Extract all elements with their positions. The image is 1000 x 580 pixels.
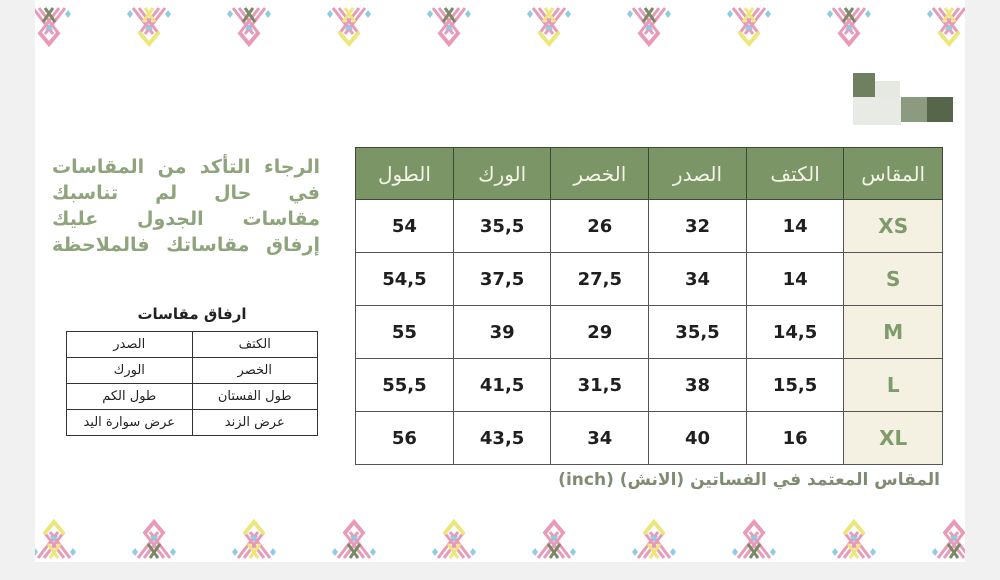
size-label-cell: L bbox=[843, 358, 943, 412]
motif-icon bbox=[232, 518, 276, 559]
table-row: XL 16 40 34 43,5 56 bbox=[355, 411, 943, 465]
measurement-cell: 26 bbox=[550, 199, 650, 253]
bottom-decorative-border bbox=[35, 516, 965, 566]
measurement-cell: 35,5 bbox=[648, 305, 747, 359]
table-row: XS 14 32 26 35,5 54 bbox=[355, 199, 943, 253]
top-decorative-border bbox=[35, 4, 965, 54]
motif-icon bbox=[932, 518, 965, 559]
motif-icon bbox=[35, 7, 71, 48]
attach-measurements-title: ارفاق مقاسات bbox=[137, 305, 247, 323]
motif-icon bbox=[127, 7, 171, 48]
motif-icon bbox=[532, 518, 576, 559]
table-row: الخصر الورك bbox=[66, 357, 318, 384]
motif-icon bbox=[427, 7, 471, 48]
measurement-cell: 14 bbox=[745, 252, 845, 306]
motif-icon bbox=[627, 7, 671, 48]
measurement-cell: 43,5 bbox=[452, 411, 552, 465]
unit-note: المقاس المعتمد في الفساتين (الانش) (inch… bbox=[558, 470, 940, 490]
note-line: مقاسات الجدول عليك bbox=[52, 208, 320, 230]
motif-icon bbox=[927, 7, 965, 48]
measurement-cell: 15,5 bbox=[745, 358, 845, 412]
note-line: إرفاق مقاساتك فالملاحظة bbox=[52, 234, 320, 256]
size-label-cell: M bbox=[843, 305, 943, 359]
motif-icon bbox=[227, 7, 271, 48]
table-cell: الكتف bbox=[191, 331, 318, 358]
measurement-cell: 27,5 bbox=[550, 252, 650, 306]
size-label-cell: S bbox=[843, 252, 943, 306]
header-waist: الخصر bbox=[550, 147, 650, 200]
measurement-cell: 55,5 bbox=[355, 358, 454, 412]
measurement-cell: 56 bbox=[355, 411, 454, 465]
table-cell: طول الفستان bbox=[191, 383, 318, 410]
table-row: L 15,5 38 31,5 41,5 55,5 bbox=[355, 358, 943, 412]
attach-measurements-table: الكتف الصدر الخصر الورك طول الفستان طول الك… bbox=[66, 331, 318, 436]
measurement-cell: 16 bbox=[745, 411, 845, 465]
measurement-cell: 35,5 bbox=[452, 199, 552, 253]
table-cell: طول الكم bbox=[66, 383, 193, 410]
table-cell: عرض سوارة اليد bbox=[66, 409, 193, 436]
measurement-cell: 54,5 bbox=[355, 252, 454, 306]
size-label-cell: XL bbox=[843, 411, 943, 465]
table-cell: الصدر bbox=[66, 331, 193, 358]
motif-icon bbox=[35, 518, 76, 559]
measurement-cell: 34 bbox=[550, 411, 650, 465]
measurement-cell: 55 bbox=[355, 305, 454, 359]
motif-icon bbox=[332, 518, 376, 559]
measurement-cell: 31,5 bbox=[550, 358, 650, 412]
measurement-cell: 40 bbox=[648, 411, 747, 465]
table-row: S 14 34 27,5 37,5 54,5 bbox=[355, 252, 943, 306]
motif-icon bbox=[732, 518, 776, 559]
table-row: M 14,5 35,5 29 39 55 bbox=[355, 305, 943, 359]
header-chest: الصدر bbox=[648, 147, 747, 200]
measurement-cell: 32 bbox=[648, 199, 747, 253]
table-row: الكتف الصدر bbox=[66, 331, 318, 358]
measurement-cell: 34 bbox=[648, 252, 747, 306]
table-header-row: المقاس الكتف الصدر الخصر الورك الطول bbox=[355, 147, 943, 200]
table-cell: الورك bbox=[66, 357, 193, 384]
measurement-cell: 54 bbox=[355, 199, 454, 253]
blurred-logo bbox=[853, 73, 955, 125]
motif-icon bbox=[132, 518, 176, 559]
table-row: طول الفستان طول الكم bbox=[66, 383, 318, 410]
measurement-cell: 14,5 bbox=[745, 305, 845, 359]
header-shoulder: الكتف bbox=[745, 147, 845, 200]
table-cell: عرض الزند bbox=[191, 409, 318, 436]
measurement-cell: 38 bbox=[648, 358, 747, 412]
motif-icon bbox=[527, 7, 571, 48]
motif-icon bbox=[832, 518, 876, 559]
header-size: المقاس bbox=[843, 147, 943, 200]
measurement-cell: 14 bbox=[745, 199, 845, 253]
table-row: عرض الزند عرض سوارة اليد bbox=[66, 409, 318, 436]
header-length: الطول bbox=[355, 147, 454, 200]
motif-icon bbox=[327, 7, 371, 48]
motif-icon bbox=[632, 518, 676, 559]
measurement-cell: 39 bbox=[452, 305, 552, 359]
measurement-cell: 41,5 bbox=[452, 358, 552, 412]
motif-icon bbox=[827, 7, 871, 48]
size-label-cell: XS bbox=[843, 199, 943, 253]
measurement-cell: 29 bbox=[550, 305, 650, 359]
instruction-note: الرجاء التأكد من المقاسات في حال لم تناس… bbox=[52, 154, 320, 258]
note-line: الرجاء التأكد من المقاسات bbox=[52, 156, 320, 178]
header-hip: الورك bbox=[452, 147, 552, 200]
motif-icon bbox=[727, 7, 771, 48]
table-cell: الخصر bbox=[191, 357, 318, 384]
note-line: في حال لم تناسبك bbox=[52, 182, 320, 204]
size-table: المقاس الكتف الصدر الخصر الورك الطول XS 1… bbox=[355, 147, 943, 465]
measurement-cell: 37,5 bbox=[452, 252, 552, 306]
motif-icon bbox=[432, 518, 476, 559]
